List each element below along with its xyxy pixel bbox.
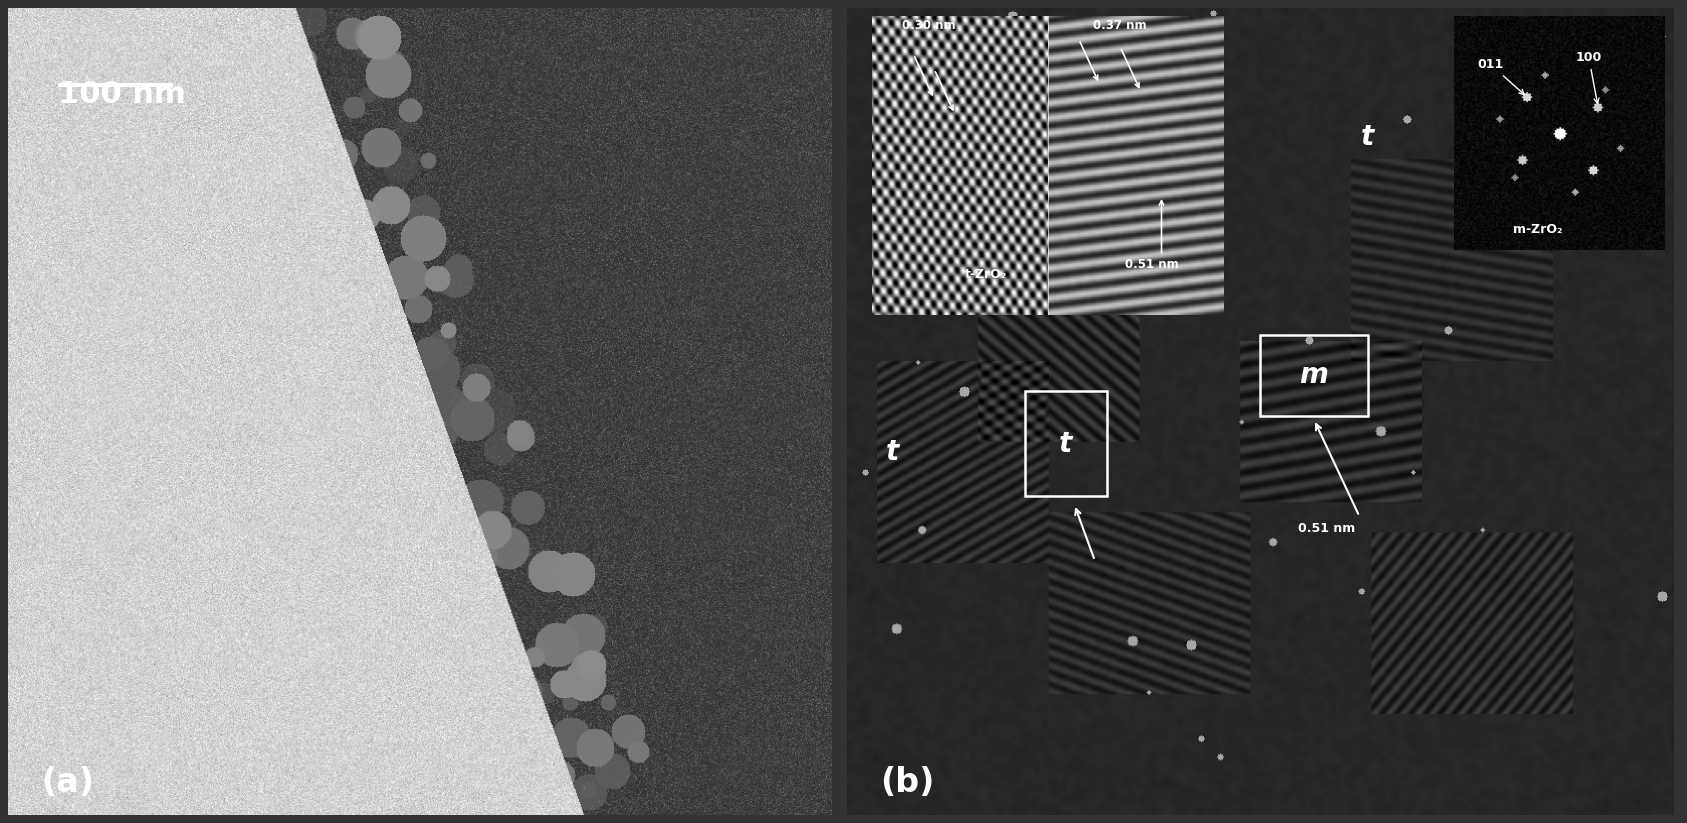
Text: 011: 011 <box>1478 58 1525 95</box>
Text: m-ZrO₂: m-ZrO₂ <box>1513 223 1562 236</box>
Text: m: m <box>1299 361 1328 389</box>
Text: (a): (a) <box>42 766 94 799</box>
Bar <box>1024 392 1107 496</box>
Text: t: t <box>1059 430 1073 458</box>
Text: t: t <box>1113 228 1127 256</box>
Text: (b): (b) <box>881 766 935 799</box>
Text: 0.30 nm: 0.30 nm <box>903 19 957 32</box>
Text: 0.51 nm: 0.51 nm <box>1125 258 1179 271</box>
Text: t: t <box>1361 123 1375 151</box>
Text: t: t <box>886 438 899 466</box>
Text: 100: 100 <box>1576 51 1603 104</box>
Text: 10 nm: 10 nm <box>896 80 1004 109</box>
Text: 0.51 nm: 0.51 nm <box>1297 523 1355 536</box>
Bar <box>1260 335 1368 416</box>
Text: 0.37 nm: 0.37 nm <box>1093 19 1147 32</box>
Text: 100 nm: 100 nm <box>57 80 186 109</box>
Text: t-ZrO₂: t-ZrO₂ <box>965 268 1007 281</box>
